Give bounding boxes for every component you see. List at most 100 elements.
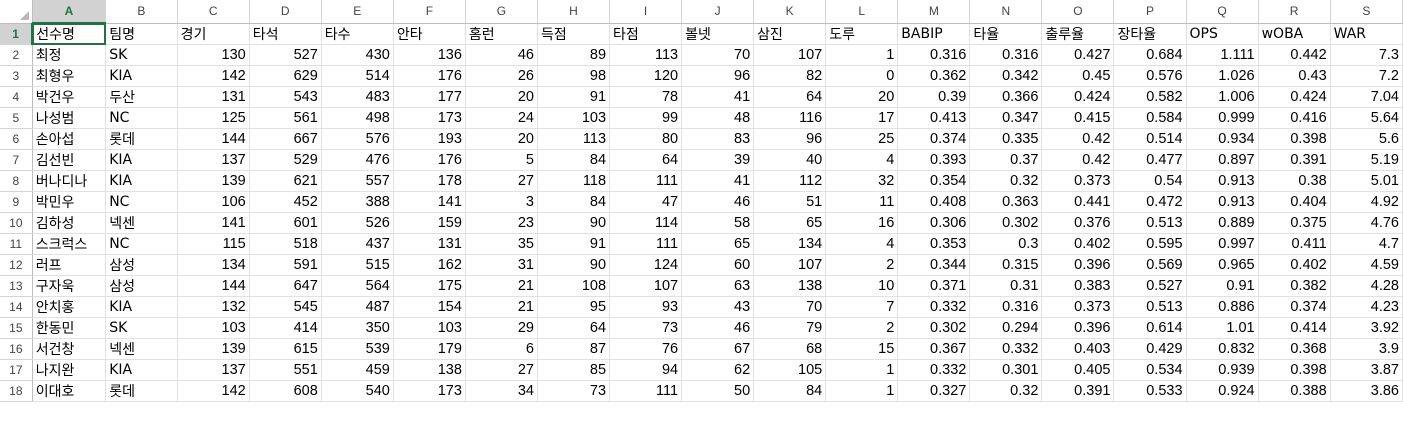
cell-p17[interactable]: 0.534 [1113,359,1187,381]
cell-d5[interactable]: 561 [249,107,322,129]
cell-b11[interactable]: NC [105,233,178,255]
cell-b8[interactable]: KIA [105,170,178,192]
cell-p9[interactable]: 0.472 [1113,191,1187,213]
cell-b10[interactable]: 넥센 [105,212,178,234]
column-header-l[interactable]: L [825,0,899,24]
cell-b1[interactable]: 팀명 [105,23,178,45]
cell-r8[interactable]: 0.38 [1258,170,1331,192]
cell-s12[interactable]: 4.59 [1330,254,1403,276]
cell-j9[interactable]: 46 [681,191,755,213]
row-header[interactable]: 10 [0,212,33,234]
cell-r9[interactable]: 0.404 [1258,191,1331,213]
cell-m1[interactable]: BABIP [897,23,971,45]
cell-m8[interactable]: 0.354 [897,170,971,192]
cell-p5[interactable]: 0.584 [1113,107,1187,129]
cell-a14[interactable]: 안치홍 [32,296,107,318]
cell-i4[interactable]: 78 [609,86,683,108]
cell-d2[interactable]: 527 [249,44,322,66]
cell-a18[interactable]: 이대호 [32,380,107,402]
cell-l17[interactable]: 1 [825,359,899,381]
cell-i2[interactable]: 113 [609,44,683,66]
cell-p8[interactable]: 0.54 [1113,170,1187,192]
cell-q12[interactable]: 0.965 [1186,254,1259,276]
cell-h3[interactable]: 98 [537,65,611,87]
cell-p1[interactable]: 장타율 [1113,23,1187,45]
column-header-a[interactable]: A [32,0,107,24]
cell-m4[interactable]: 0.39 [897,86,971,108]
cell-o10[interactable]: 0.376 [1041,212,1115,234]
cell-k13[interactable]: 138 [753,275,827,297]
cell-f15[interactable]: 103 [393,317,466,339]
cell-e11[interactable]: 437 [321,233,394,255]
cell-k9[interactable]: 51 [753,191,827,213]
cell-n18[interactable]: 0.32 [969,380,1043,402]
cell-a10[interactable]: 김하성 [32,212,107,234]
cell-r12[interactable]: 0.402 [1258,254,1331,276]
cell-b6[interactable]: 롯데 [105,128,178,150]
cell-j17[interactable]: 62 [681,359,755,381]
cell-h15[interactable]: 64 [537,317,611,339]
cell-d7[interactable]: 529 [249,149,322,171]
cell-d15[interactable]: 414 [249,317,322,339]
cell-c10[interactable]: 141 [177,212,250,234]
column-header-f[interactable]: F [393,0,466,24]
cell-n14[interactable]: 0.316 [969,296,1043,318]
cell-c16[interactable]: 139 [177,338,250,360]
cell-c4[interactable]: 131 [177,86,250,108]
cell-s4[interactable]: 7.04 [1330,86,1403,108]
cell-p6[interactable]: 0.514 [1113,128,1187,150]
cell-e12[interactable]: 515 [321,254,394,276]
cell-s17[interactable]: 3.87 [1330,359,1403,381]
cell-r10[interactable]: 0.375 [1258,212,1331,234]
cell-l18[interactable]: 1 [825,380,899,402]
cell-o4[interactable]: 0.424 [1041,86,1115,108]
cell-c7[interactable]: 137 [177,149,250,171]
cell-i17[interactable]: 94 [609,359,683,381]
cell-j4[interactable]: 41 [681,86,755,108]
row-header[interactable]: 3 [0,65,33,87]
cell-k7[interactable]: 40 [753,149,827,171]
cell-b14[interactable]: KIA [105,296,178,318]
cell-n17[interactable]: 0.301 [969,359,1043,381]
cell-s1[interactable]: WAR [1330,23,1403,45]
cell-h18[interactable]: 73 [537,380,611,402]
cell-p11[interactable]: 0.595 [1113,233,1187,255]
cell-b2[interactable]: SK [105,44,178,66]
cell-n5[interactable]: 0.347 [969,107,1043,129]
cell-k18[interactable]: 84 [753,380,827,402]
cell-c17[interactable]: 137 [177,359,250,381]
cell-p16[interactable]: 0.429 [1113,338,1187,360]
cell-r1[interactable]: wOBA [1258,23,1331,45]
cell-s18[interactable]: 3.86 [1330,380,1403,402]
column-header-b[interactable]: B [105,0,178,24]
cell-e2[interactable]: 430 [321,44,394,66]
cell-e14[interactable]: 487 [321,296,394,318]
cell-s8[interactable]: 5.01 [1330,170,1403,192]
row-header[interactable]: 11 [0,233,33,255]
cell-j8[interactable]: 41 [681,170,755,192]
cell-m15[interactable]: 0.302 [897,317,971,339]
cell-i9[interactable]: 47 [609,191,683,213]
cell-g14[interactable]: 21 [465,296,538,318]
cell-s6[interactable]: 5.6 [1330,128,1403,150]
cell-a5[interactable]: 나성범 [32,107,107,129]
cell-a4[interactable]: 박건우 [32,86,107,108]
cell-d12[interactable]: 591 [249,254,322,276]
cell-c8[interactable]: 139 [177,170,250,192]
cell-l16[interactable]: 15 [825,338,899,360]
cell-d11[interactable]: 518 [249,233,322,255]
cell-e5[interactable]: 498 [321,107,394,129]
cell-q4[interactable]: 1.006 [1186,86,1259,108]
cell-r7[interactable]: 0.391 [1258,149,1331,171]
cell-k1[interactable]: 삼진 [753,23,827,45]
cell-a7[interactable]: 김선빈 [32,149,107,171]
cell-h11[interactable]: 91 [537,233,611,255]
cell-b5[interactable]: NC [105,107,178,129]
cell-d1[interactable]: 타석 [249,23,322,45]
cell-i12[interactable]: 124 [609,254,683,276]
cell-e13[interactable]: 564 [321,275,394,297]
cell-j13[interactable]: 63 [681,275,755,297]
cell-n2[interactable]: 0.316 [969,44,1043,66]
cell-j10[interactable]: 58 [681,212,755,234]
row-header[interactable]: 9 [0,191,33,213]
